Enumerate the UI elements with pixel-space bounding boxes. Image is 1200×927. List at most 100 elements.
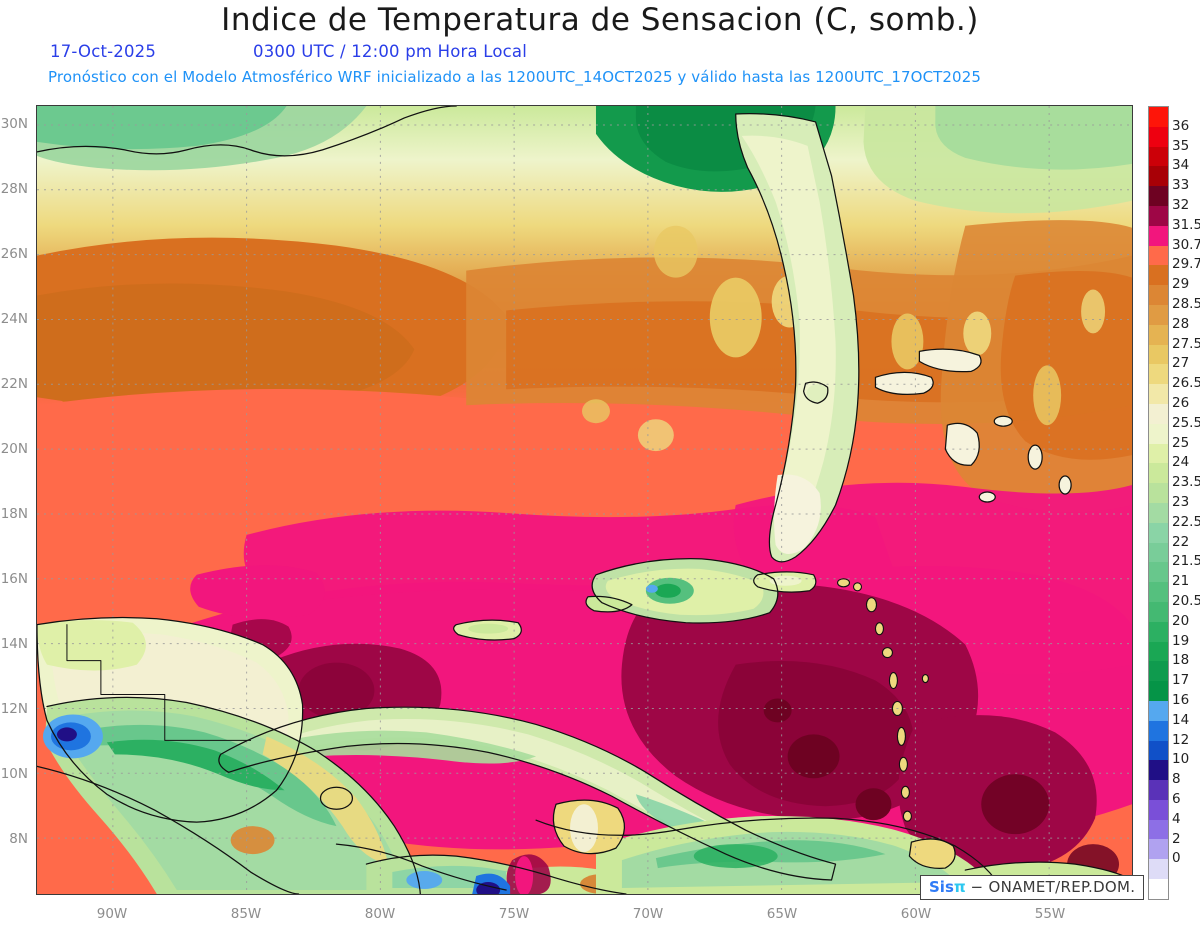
- axis-y-tick: 8N: [9, 831, 28, 847]
- colorbar-tick: 6: [1172, 791, 1181, 807]
- colorbar-tick: 29: [1172, 276, 1190, 293]
- colorbar-tick: 24: [1172, 454, 1190, 471]
- colorbar-band: [1149, 443, 1168, 464]
- axis-y-tick: 24N: [0, 311, 28, 327]
- colorbar-band: [1149, 760, 1168, 781]
- axis-y-tick: 30N: [0, 116, 28, 132]
- colorbar-tick: 8: [1172, 771, 1181, 788]
- colorbar-labels: 36 35 34 33 32 31.5 30.7 29.7 29 28.5 28 27.5 27 26.5…: [1172, 106, 1200, 900]
- colorbar-band: [1149, 225, 1168, 246]
- axis-y-tick: 18N: [0, 506, 28, 522]
- colorbar-band: [1149, 502, 1168, 523]
- colorbar-band: [1149, 859, 1168, 880]
- colorbar-band: [1149, 641, 1168, 662]
- colorbar-tick: 30.7: [1172, 236, 1200, 253]
- colorbar-band: [1149, 819, 1168, 840]
- colorbar-band: [1149, 205, 1168, 226]
- colorbar-tick: 34: [1172, 157, 1190, 174]
- temperature-field: [37, 106, 1132, 894]
- colorbar-band: [1149, 601, 1168, 622]
- axis-y-tick: 20N: [0, 441, 28, 457]
- axis-x-tick: 55W: [1034, 906, 1066, 922]
- sis-label: Sis: [929, 878, 954, 896]
- colorbar-tick: 27.5: [1172, 335, 1200, 352]
- axis-y-tick: 16N: [0, 571, 28, 587]
- colorbar-tick: 17: [1172, 672, 1190, 689]
- colorbar-band: [1149, 126, 1168, 147]
- colorbar-band: [1149, 562, 1168, 583]
- colorbar-tick: 20: [1172, 612, 1190, 629]
- colorbar-tick: 35: [1172, 137, 1190, 154]
- colorbar-band: [1149, 740, 1168, 761]
- colorbar-band: [1149, 285, 1168, 305]
- colorbar-tick: 29.7: [1172, 256, 1200, 273]
- colorbar-band: [1149, 384, 1168, 404]
- colorbar-tick: 16: [1172, 692, 1190, 708]
- axis-y-tick: 26N: [0, 246, 28, 262]
- axis-x-tick: 65W: [766, 906, 798, 922]
- axis-y-tick: 12N: [0, 701, 28, 717]
- colorbar-tick: 21: [1172, 573, 1190, 590]
- colorbar-band: [1149, 681, 1168, 701]
- axis-y-tick: 10N: [0, 766, 28, 782]
- colorbar-tick: 12: [1172, 731, 1190, 748]
- axis-x-tick: 70W: [632, 906, 664, 922]
- colorbar-band: [1149, 166, 1168, 187]
- model-run-description: Pronóstico con el Modelo Atmosférico WRF…: [48, 68, 981, 86]
- colorbar-band: [1149, 344, 1168, 365]
- axis-y-tick: 14N: [0, 636, 28, 652]
- colorbar-band: [1149, 265, 1168, 286]
- colorbar-tick: 21.5: [1172, 553, 1200, 570]
- map-plot-area: [36, 105, 1133, 895]
- pi-symbol: π: [953, 878, 966, 896]
- forecast-date: 17-Oct-2025: [50, 42, 157, 61]
- colorbar-tick: 23: [1172, 494, 1190, 510]
- axis-x-tick: 60W: [900, 906, 932, 922]
- colorbar-band: [1149, 463, 1168, 484]
- colorbar-tick: 20.5: [1172, 593, 1200, 609]
- colorbar: [1148, 106, 1169, 900]
- colorbar-band: [1149, 879, 1168, 899]
- colorbar-tick: 26.5: [1172, 375, 1200, 392]
- colorbar-band: [1149, 542, 1168, 563]
- axis-x-tick: 80W: [364, 906, 396, 922]
- colorbar-band: [1149, 780, 1168, 800]
- colorbar-band: [1149, 364, 1168, 385]
- colorbar-tick: 36: [1172, 117, 1190, 134]
- colorbar-band: [1149, 720, 1168, 741]
- colorbar-band: [1149, 403, 1168, 424]
- agency-label: − ONAMET/REP.DOM.: [970, 878, 1136, 896]
- axis-x-tick: 90W: [96, 906, 128, 922]
- colorbar-tick: 23.5: [1172, 474, 1200, 491]
- colorbar-tick: 28.5: [1172, 296, 1200, 312]
- axis-x-tick: 75W: [498, 906, 530, 922]
- colorbar-tick: 31.5: [1172, 216, 1200, 233]
- colorbar-tick: 22: [1172, 533, 1190, 550]
- colorbar-band: [1149, 423, 1168, 444]
- page-title: Indice de Temperatura de Sensacion (C, s…: [221, 2, 979, 38]
- forecast-datetime-row: 17-Oct-2025 0300 UTC / 12:00 pm Hora Loc…: [50, 42, 527, 61]
- colorbar-tick: 28: [1172, 315, 1190, 332]
- axis-y-tick: 28N: [0, 181, 28, 197]
- colorbar-tick: 33: [1172, 177, 1190, 194]
- colorbar-tick: 19: [1172, 632, 1190, 649]
- colorbar-tick: 18: [1172, 652, 1190, 669]
- colorbar-tick: 25.5: [1172, 414, 1200, 431]
- attribution-badge: Sisπ − ONAMET/REP.DOM.: [920, 875, 1145, 900]
- colorbar-tick: 32: [1172, 197, 1190, 213]
- colorbar-band: [1149, 621, 1168, 642]
- heatmap-canvas: [37, 106, 1132, 894]
- colorbar-band: [1149, 839, 1168, 860]
- colorbar-band: [1149, 304, 1168, 325]
- colorbar-band: [1149, 700, 1168, 721]
- colorbar-band: [1149, 799, 1168, 820]
- colorbar-tick: 14: [1172, 711, 1190, 728]
- colorbar-tick: 22.5: [1172, 513, 1200, 530]
- colorbar-tick: 27: [1172, 355, 1190, 372]
- colorbar-tick: 2: [1172, 830, 1181, 847]
- colorbar-tick: 26: [1172, 395, 1190, 411]
- colorbar-band: [1149, 324, 1168, 345]
- axis-y-tick: 22N: [0, 376, 28, 392]
- colorbar-band: [1149, 146, 1168, 167]
- colorbar-tick: 25: [1172, 434, 1190, 451]
